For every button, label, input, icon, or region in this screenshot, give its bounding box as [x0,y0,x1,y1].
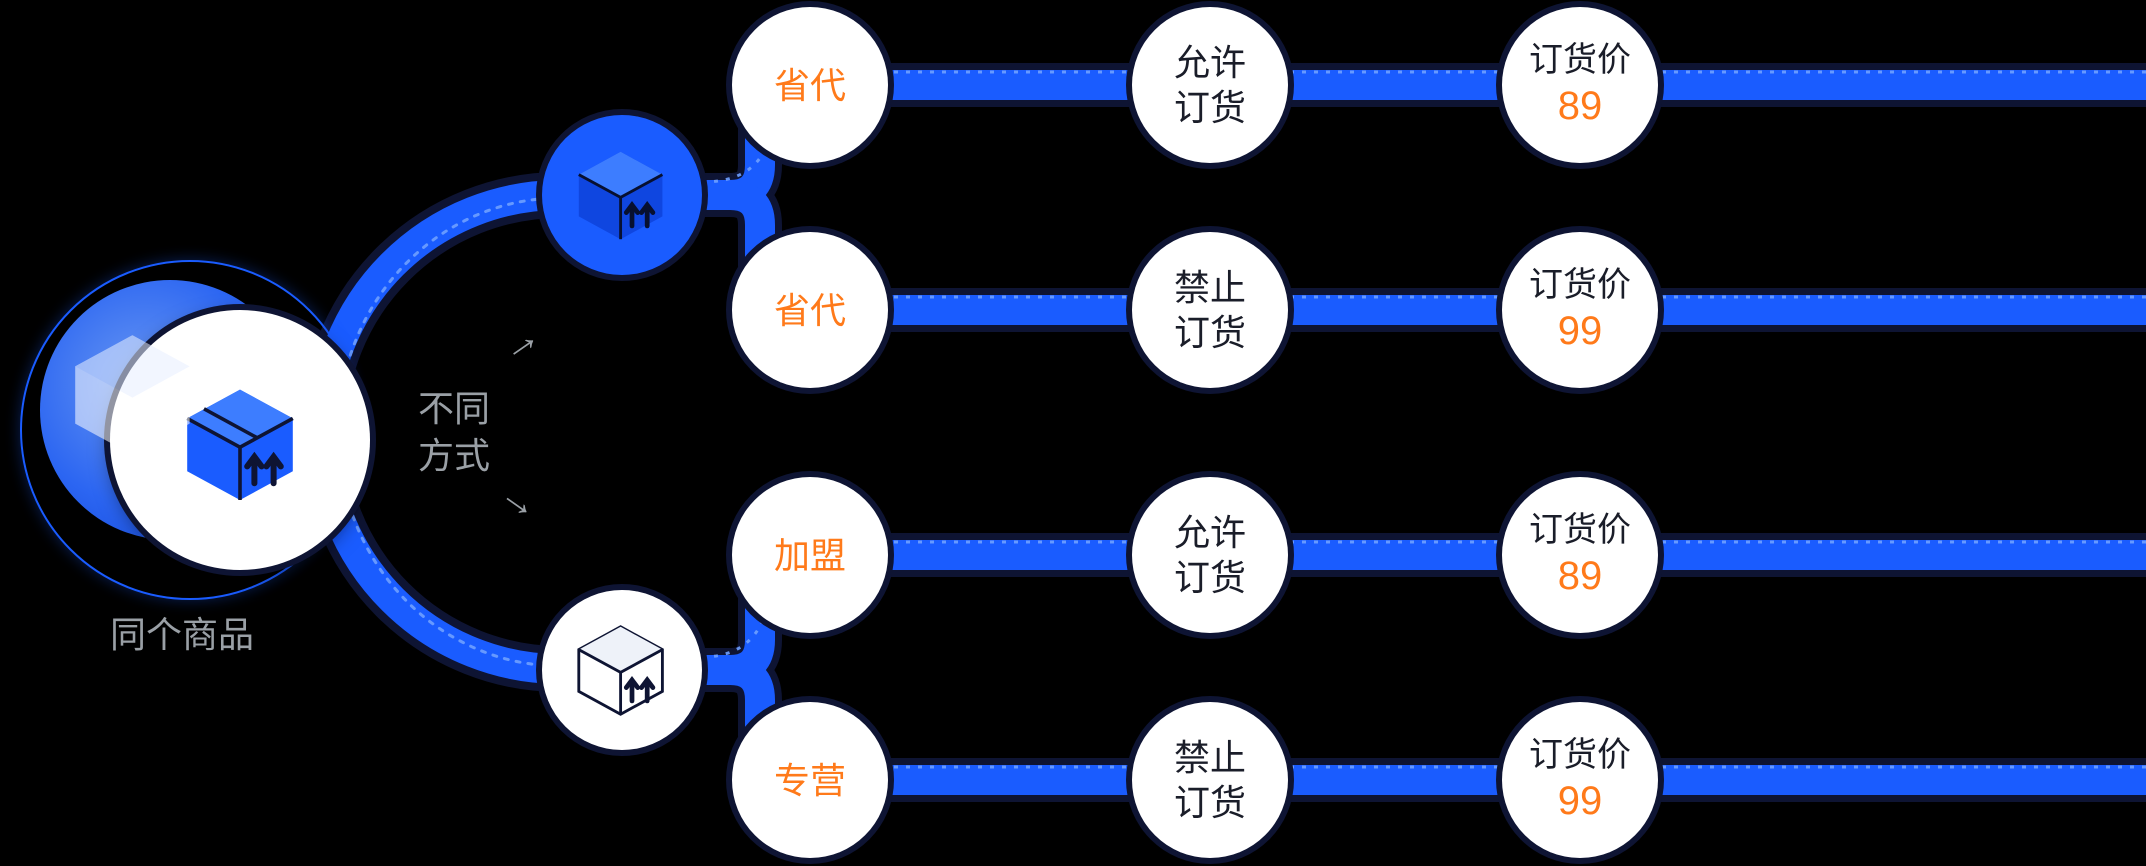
level1-label: 省代 [774,288,846,333]
level2-line1: 允许 [1174,40,1246,85]
package-icon-white [575,623,670,718]
level2-line1: 允许 [1174,510,1246,555]
level2-line1: 禁止 [1174,265,1246,310]
level2-node: 禁止 订货 [1132,232,1288,388]
price-node: 订货价 99 [1502,232,1658,388]
price-value: 99 [1558,306,1603,356]
level2-line2: 订货 [1174,310,1246,355]
level1-node: 加盟 [732,477,888,633]
arrow-up: → [491,313,550,373]
root-caption: 同个商品 [110,610,254,660]
level1-node: 专营 [732,702,888,858]
price-label: 订货价 [1529,734,1631,777]
price-node: 订货价 89 [1502,7,1658,163]
root-caption-text: 同个商品 [110,614,254,655]
price-label: 订货价 [1529,509,1631,552]
package-icon-ghost [70,330,200,460]
price-node: 订货价 89 [1502,477,1658,633]
price-value: 89 [1558,551,1603,601]
split-label-line1: 不同 [418,388,490,429]
level2-line1: 禁止 [1174,735,1246,780]
branch-icon-top [542,115,702,275]
level1-label: 专营 [774,758,846,803]
level1-label: 加盟 [774,533,846,578]
level1-label: 省代 [774,63,846,108]
package-icon-blue [575,148,670,243]
level2-node: 允许 订货 [1132,7,1288,163]
level2-line2: 订货 [1174,780,1246,825]
level1-node: 省代 [732,7,888,163]
split-label: 不同 方式 [418,386,490,480]
price-node: 订货价 99 [1502,702,1658,858]
level1-node: 省代 [732,232,888,388]
arrow-down: → [491,471,550,531]
price-label: 订货价 [1529,264,1631,307]
flow-diagram: 同个商品 不同 方式 → → [0,0,2146,866]
split-label-line2: 方式 [418,435,490,476]
branch-icon-bottom [542,590,702,750]
price-value: 99 [1558,776,1603,826]
level2-node: 禁止 订货 [1132,702,1288,858]
price-label: 订货价 [1529,39,1631,82]
level2-node: 允许 订货 [1132,477,1288,633]
level2-line2: 订货 [1174,555,1246,600]
level2-line2: 订货 [1174,85,1246,130]
price-value: 89 [1558,81,1603,131]
